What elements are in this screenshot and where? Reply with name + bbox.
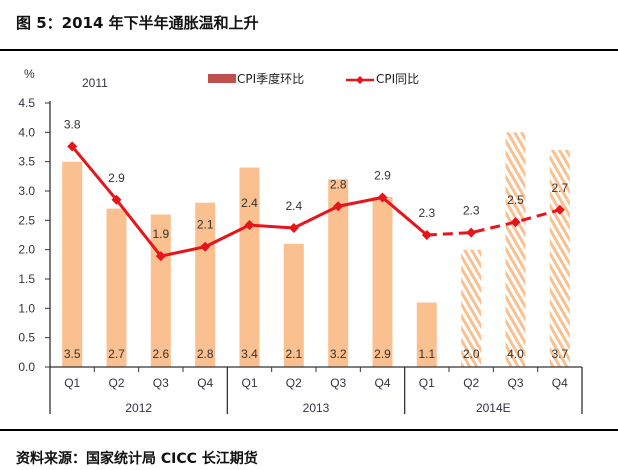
- line-data-label: 2.9: [374, 169, 391, 183]
- bar-data-label: 3.4: [241, 347, 258, 361]
- bar-cpi-qoq: [106, 208, 127, 367]
- line-point-marker: [111, 194, 122, 205]
- line-point-marker: [377, 192, 388, 203]
- bar-data-label: 2.1: [285, 347, 302, 361]
- line-data-label: 2.4: [241, 196, 258, 210]
- x-category-label: Q2: [286, 376, 302, 390]
- line-data-label: 2.8: [330, 177, 347, 191]
- x-category-label: Q1: [419, 376, 435, 390]
- chart-title: 图 5：2014 年下半年通胀温和上升: [16, 14, 259, 32]
- line-point-marker: [510, 217, 521, 228]
- source-note: 资料来源：国家统计局 CICC 长江期货: [16, 451, 258, 467]
- line-data-label: 2.1: [197, 218, 214, 232]
- top-rule: [0, 49, 618, 51]
- line-point-marker: [288, 222, 299, 233]
- bar-cpi-qoq: [239, 167, 260, 367]
- y-tick-label: 0.0: [18, 360, 35, 374]
- y-tick-label: 4.5: [18, 96, 35, 110]
- bottom-rule: [0, 429, 618, 431]
- y-tick-label: 1.0: [18, 301, 35, 315]
- line-data-label: 2.9: [108, 171, 125, 185]
- x-category-label: Q3: [330, 376, 346, 390]
- line-point-marker: [466, 227, 477, 238]
- x-category-label: Q2: [463, 376, 479, 390]
- legend-bar-swatch: [208, 74, 236, 83]
- line-data-label: 2.4: [285, 199, 302, 213]
- legend: CPI季度环比 CPI同比: [208, 71, 419, 86]
- bar-cpi-qoq: [461, 249, 482, 367]
- bar-data-label: 2.8: [197, 347, 214, 361]
- line-point-marker: [333, 201, 344, 212]
- line-point-marker: [67, 141, 78, 152]
- x-category-label: Q2: [108, 376, 124, 390]
- bar-data-label: 4.0: [507, 347, 524, 361]
- legend-line-marker: [356, 76, 364, 84]
- bar-data-label: 2.9: [374, 347, 391, 361]
- x-category-label: Q3: [507, 376, 523, 390]
- bar-data-label: 3.7: [551, 347, 568, 361]
- line-data-label: 3.8: [64, 117, 81, 131]
- y-tick-label: 2.0: [18, 243, 35, 257]
- line-cpi-yoy-forecast: [426, 208, 561, 237]
- line-point-marker: [200, 241, 211, 252]
- line-data-label: 1.9: [152, 227, 169, 241]
- y-tick-label: 3.5: [18, 155, 35, 169]
- x-category-label: Q3: [153, 376, 169, 390]
- bar-cpi-qoq: [62, 161, 83, 367]
- bar-cpi-qoq: [150, 214, 171, 367]
- legend-line-label: CPI同比: [376, 72, 419, 86]
- legend-bar-label: CPI季度环比: [237, 71, 304, 86]
- y-tick-label: 1.5: [18, 272, 35, 286]
- y-tick-label: 2.5: [18, 213, 35, 227]
- bar-cpi-qoq: [416, 302, 437, 367]
- bar-data-label: 2.0: [463, 347, 480, 361]
- bar-cpi-qoq: [372, 196, 393, 367]
- x-category-label: Q4: [374, 376, 390, 390]
- x-group-label: 2013: [303, 401, 330, 415]
- line-point-marker: [421, 230, 432, 240]
- line-data-label: 2.3: [418, 206, 435, 220]
- bar-data-label: 3.5: [64, 347, 81, 361]
- bar-cpi-qoq: [328, 179, 349, 367]
- line-data-label: 2.7: [551, 181, 568, 195]
- y-tick-label: 0.5: [18, 331, 35, 345]
- line-point-marker: [155, 251, 166, 262]
- bar-data-label: 2.7: [108, 347, 125, 361]
- x-category-label: Q4: [197, 376, 213, 390]
- y-tick-label: 4.0: [18, 125, 35, 139]
- corner-year-label: 2011: [82, 76, 108, 90]
- x-group-label: 2014E: [476, 401, 511, 415]
- x-group-label: 2012: [125, 401, 152, 415]
- line-point-marker: [244, 220, 255, 231]
- y-axis-unit-label: %: [24, 67, 35, 81]
- bar-data-label: 2.6: [152, 347, 169, 361]
- bar-data-label: 3.2: [330, 347, 347, 361]
- x-category-label: Q4: [552, 376, 568, 390]
- x-category-label: Q1: [64, 376, 80, 390]
- x-category-label: Q1: [241, 376, 257, 390]
- y-tick-label: 3.0: [18, 184, 35, 198]
- line-data-label: 2.3: [463, 204, 480, 218]
- line-point-marker: [554, 204, 565, 215]
- bar-data-label: 1.1: [418, 347, 435, 361]
- bar-cpi-qoq: [505, 132, 526, 367]
- bar-cpi-qoq: [283, 243, 304, 367]
- line-data-label: 2.5: [507, 193, 524, 207]
- bar-cpi-qoq: [549, 149, 570, 367]
